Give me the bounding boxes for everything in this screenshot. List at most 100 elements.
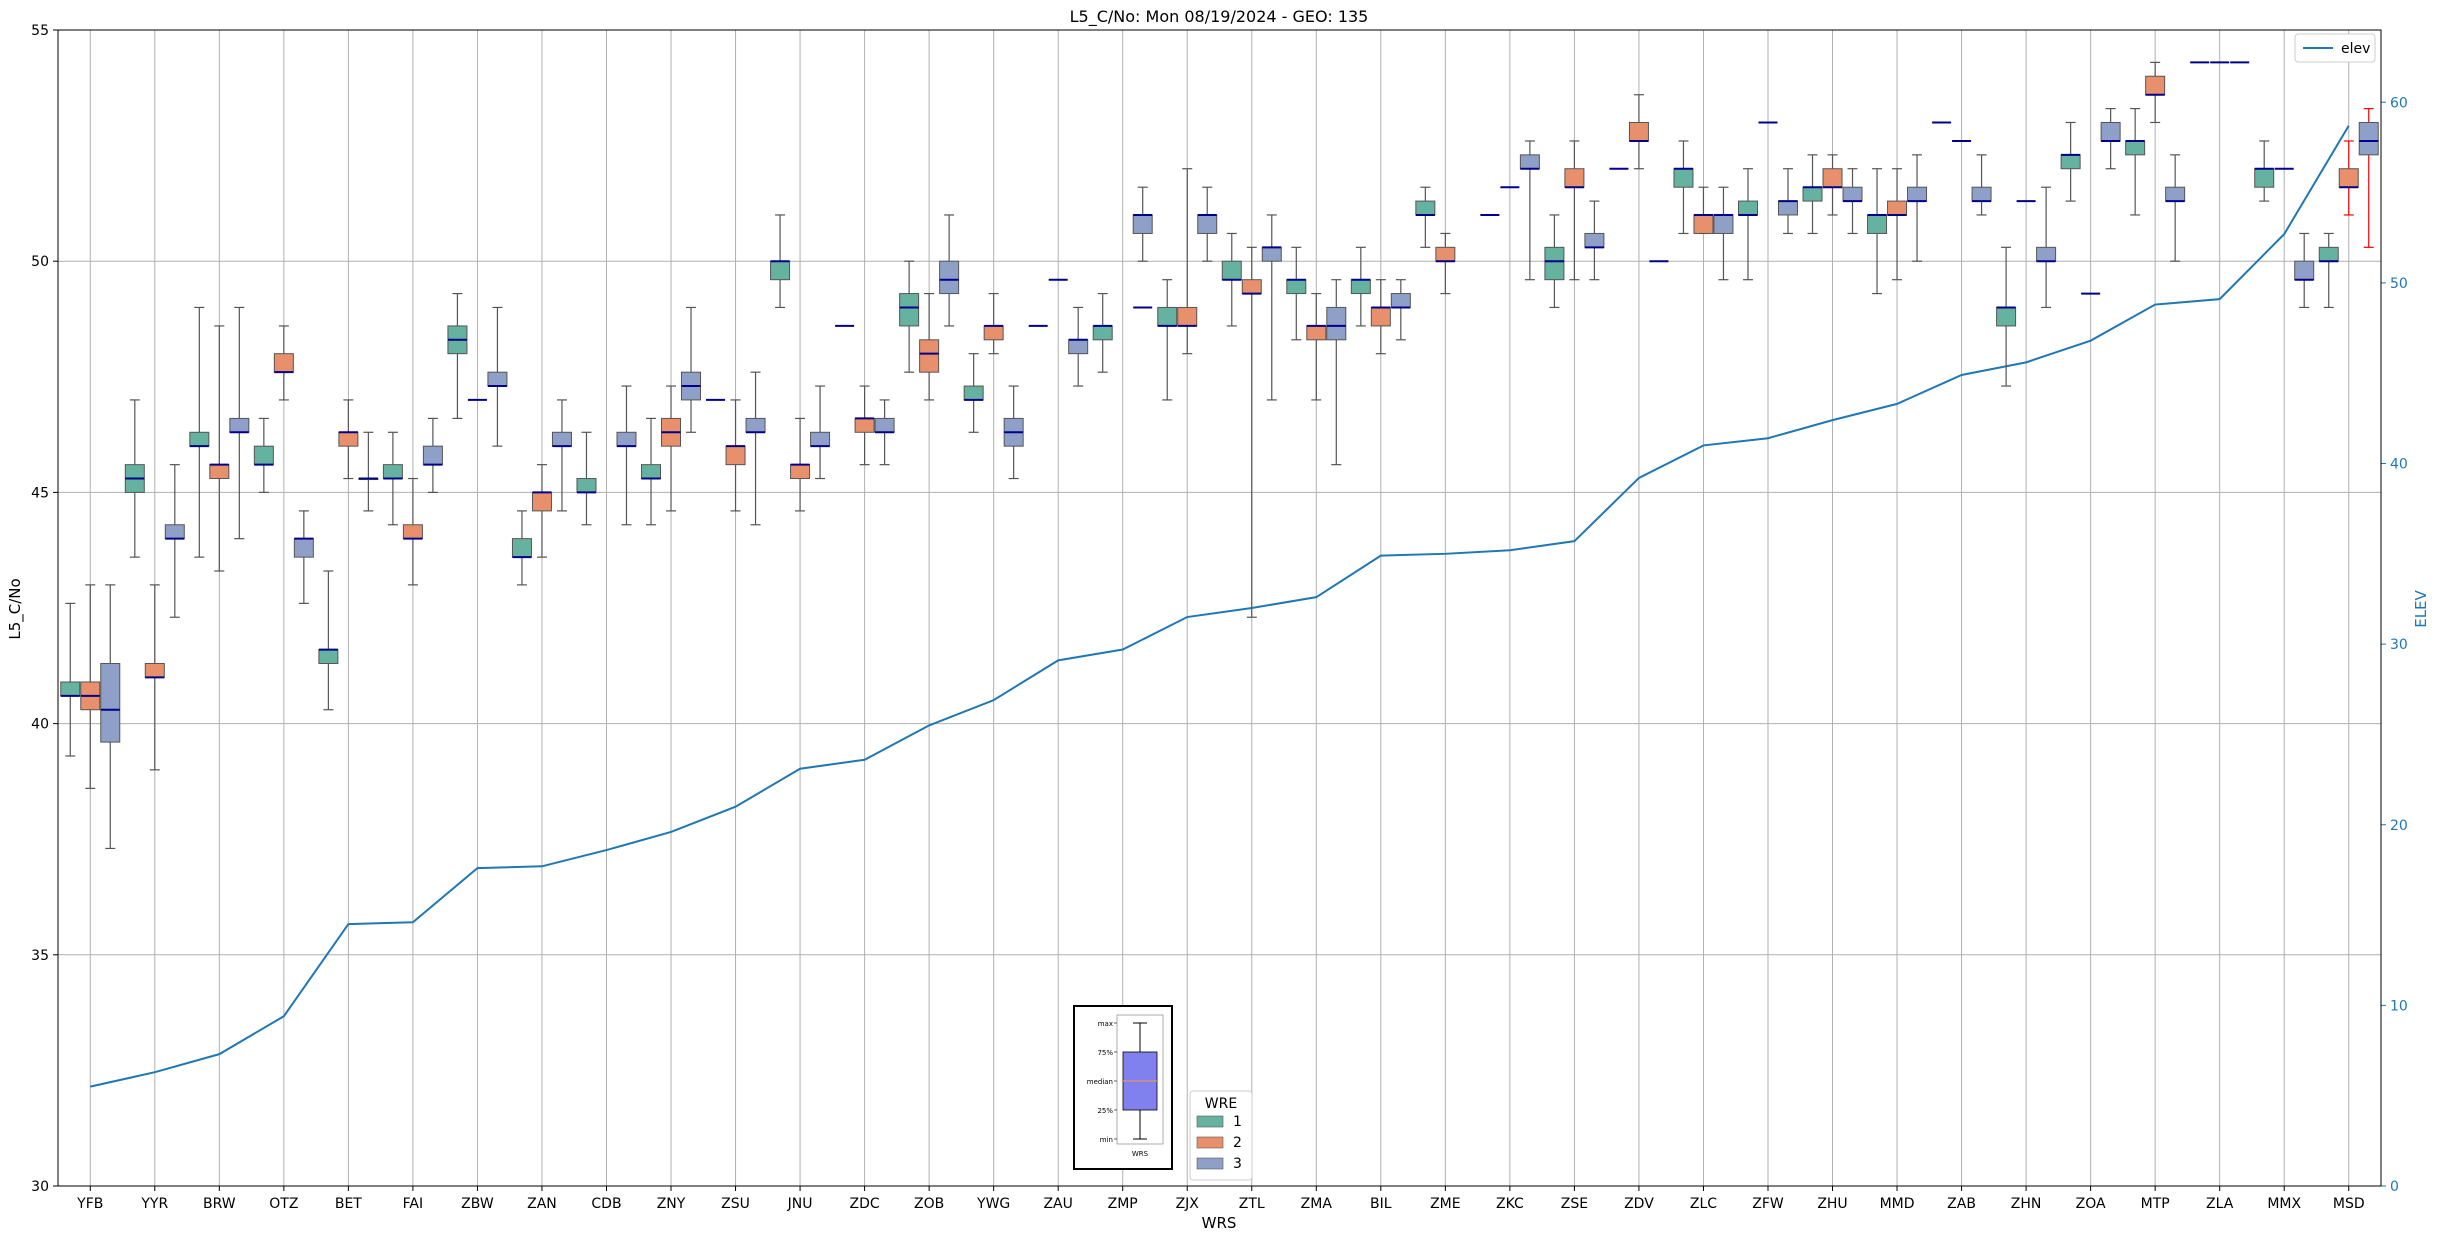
- x-tick-label: ZOA: [2076, 1196, 2106, 1212]
- box-iqr: [209, 464, 230, 480]
- box-wre3-brw: [229, 306, 250, 540]
- box-iqr: [1221, 260, 1242, 281]
- box-iqr: [1737, 200, 1758, 216]
- box-wre2-bet: [338, 399, 359, 480]
- box-iqr: [2100, 121, 2121, 142]
- y-tick-label-right: 10: [2390, 998, 2408, 1014]
- box-iqr: [1092, 325, 1113, 341]
- x-tick-label: YFB: [76, 1196, 103, 1212]
- box-wre1-zoa: [2060, 121, 2081, 202]
- x-tick-label: CDB: [591, 1196, 621, 1212]
- box-iqr: [963, 385, 984, 401]
- inset-label: max: [1098, 1020, 1113, 1028]
- box-iqr: [1867, 214, 1888, 234]
- chart-title: L5_C/No: Mon 08/19/2024 - GEO: 135: [1070, 7, 1369, 27]
- box-iqr: [576, 478, 597, 493]
- box-iqr: [1628, 121, 1649, 142]
- box-wre1-jnu: [770, 214, 791, 309]
- elevation-layer: [90, 125, 2350, 1088]
- box-wre2-otz: [273, 325, 294, 401]
- box-wre3-yyr: [164, 464, 185, 618]
- x-tick-label: ZSU: [721, 1196, 750, 1212]
- inset-label: min: [1100, 1136, 1113, 1144]
- box-wre1-ywg: [963, 353, 984, 433]
- box-wre3-zan: [551, 399, 572, 512]
- box-iqr: [919, 339, 940, 373]
- box-wre3-zse: [1584, 200, 1605, 281]
- box-wre2-zse: [1564, 140, 1585, 281]
- box-iqr: [293, 538, 314, 558]
- box-iqr: [1306, 325, 1327, 341]
- box-iqr: [770, 260, 791, 281]
- box-wre3-zny: [681, 306, 702, 433]
- y-axis-label-right: ELEV: [2412, 589, 2430, 627]
- box-wre3-mtp: [2165, 154, 2186, 262]
- legend-wre-label-2: 2: [1233, 1135, 1242, 1151]
- grid-layer: [58, 29, 2381, 1187]
- inset-label: 25%: [1097, 1107, 1113, 1115]
- x-tick-label: ZHN: [2011, 1196, 2042, 1212]
- box-iqr: [1132, 214, 1153, 234]
- box-iqr: [1971, 186, 1992, 202]
- box-iqr: [253, 445, 274, 466]
- x-tick-label: YYR: [140, 1196, 168, 1212]
- box-wre3-bet: [358, 431, 379, 512]
- box-iqr: [422, 445, 443, 466]
- x-tick-label: ZMA: [1301, 1196, 1333, 1212]
- box-wre3-bil: [1390, 279, 1411, 341]
- box-wre2-zdv: [1628, 94, 1649, 170]
- box-iqr: [2294, 260, 2315, 281]
- y-tick-label-right: 0: [2390, 1179, 2399, 1195]
- box-wre3-zdc: [874, 399, 895, 466]
- box-iqr: [1370, 306, 1391, 327]
- boxplot-layer: [60, 61, 2379, 850]
- y-axis-label: L5_C/No: [6, 578, 25, 639]
- x-tick-label: ZAN: [527, 1196, 557, 1212]
- box-iqr: [983, 325, 1004, 341]
- box-wre1-zhn: [1996, 246, 2017, 387]
- y-tick-label-right: 40: [2390, 457, 2408, 473]
- box-iqr: [1802, 186, 1823, 202]
- box-iqr: [511, 538, 532, 558]
- box-wre3-otz: [293, 510, 314, 604]
- box-iqr: [874, 417, 895, 433]
- box-iqr: [1777, 200, 1798, 216]
- box-iqr: [2036, 246, 2057, 262]
- box-wre3-ywg: [1003, 385, 1024, 480]
- x-axis-label: WRS: [1202, 1214, 1237, 1232]
- box-iqr: [382, 464, 403, 480]
- box-wre3-cdb: [616, 385, 637, 526]
- box-wre1-yfb: [60, 602, 81, 757]
- legend-wre-label-3: 3: [1233, 1156, 1242, 1172]
- box-wre2-bil: [1370, 279, 1391, 355]
- box-wre2-msd: [2338, 140, 2359, 216]
- box-iqr: [551, 431, 572, 447]
- box-wre3-jnu: [810, 385, 831, 480]
- box-iqr: [899, 293, 920, 327]
- y-tick-label-right: 30: [2390, 637, 2408, 653]
- x-tick-label: YWG: [976, 1196, 1010, 1212]
- x-tick-label: JNU: [787, 1196, 813, 1212]
- box-wre1-zob: [899, 260, 920, 373]
- box-wre1-otz: [253, 417, 274, 493]
- box-wre1-zmp: [1092, 292, 1113, 373]
- box-iqr: [2358, 121, 2379, 156]
- box-wre1-zhu: [1802, 154, 1823, 235]
- elevation-line: [90, 125, 2350, 1088]
- box-wre3-zjx: [1197, 186, 1218, 262]
- x-tick-label: ZDV: [1624, 1196, 1654, 1212]
- box-wre1-mmx: [2254, 140, 2275, 202]
- box-wre3-zau: [1068, 306, 1089, 387]
- box-iqr: [338, 431, 359, 447]
- box-wre1-zan: [511, 510, 532, 586]
- y-tick-label: 35: [31, 948, 49, 964]
- box-iqr: [1241, 279, 1262, 295]
- box-iqr: [1177, 306, 1198, 327]
- legend-wre-swatch-2: [1196, 1136, 1224, 1149]
- box-wre1-zbw: [447, 292, 468, 420]
- box-wre3-fai: [422, 417, 443, 493]
- box-wre3-mmd: [1907, 154, 1928, 262]
- box-wre3-ztl: [1261, 214, 1282, 401]
